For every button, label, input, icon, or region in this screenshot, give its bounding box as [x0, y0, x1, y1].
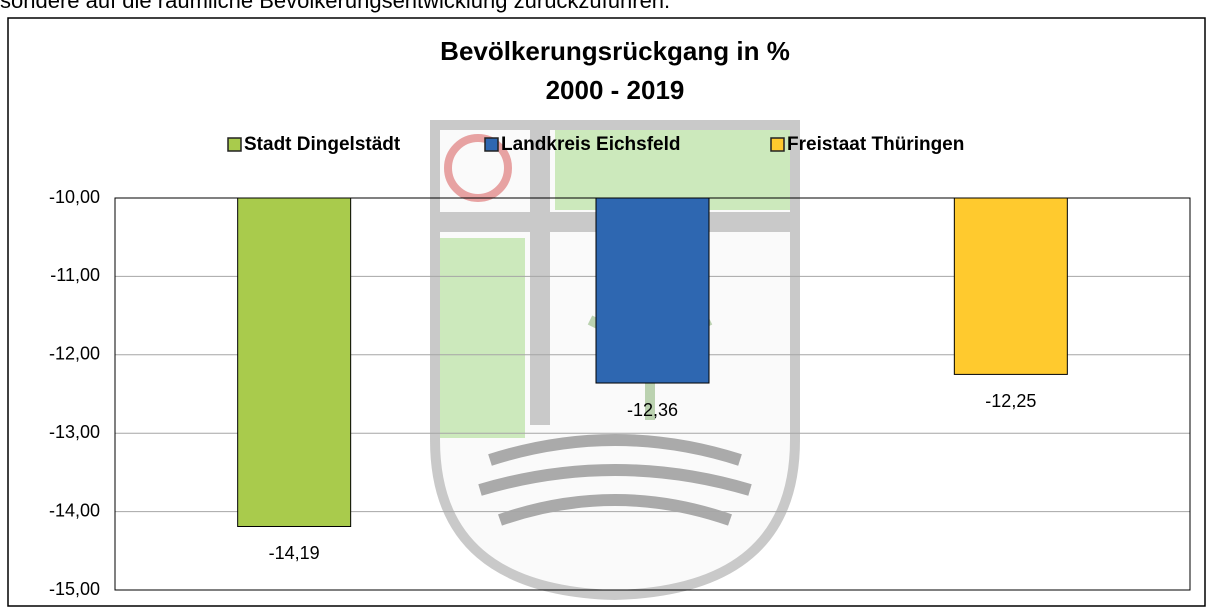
chart-title: Bevölkerungsrückgang in %: [440, 36, 790, 66]
value-label: -14,19: [269, 543, 320, 563]
value-label: -12,25: [985, 391, 1036, 411]
legend-label: Freistaat Thüringen: [787, 134, 964, 155]
caption: sondere auf die räumliche Bevölkerungsen…: [0, 0, 670, 13]
bar: [595, 197, 710, 384]
legend-label: Stadt Dingelstädt: [244, 134, 401, 155]
legend-swatch: [484, 137, 499, 152]
y-tick-label: -12,00: [49, 344, 100, 364]
legend-swatch: [770, 137, 785, 152]
y-tick-label: -14,00: [49, 500, 100, 520]
y-tick-label: -11,00: [50, 265, 100, 285]
y-tick-label: -13,00: [49, 422, 100, 442]
legend-label: Landkreis Eichsfeld: [501, 134, 681, 155]
y-tick-label: -10,00: [49, 187, 100, 207]
chart-title: 2000 - 2019: [546, 75, 685, 105]
bar: [953, 197, 1068, 375]
bar: [237, 197, 352, 527]
value-label: -12,36: [627, 400, 678, 420]
legend-swatch: [227, 137, 242, 152]
y-tick-label: -15,00: [49, 579, 100, 599]
